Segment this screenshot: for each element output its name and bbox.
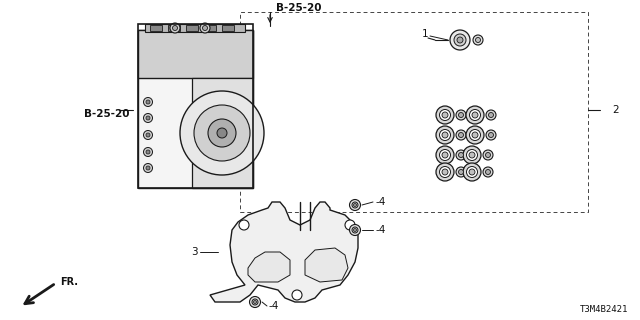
Circle shape bbox=[458, 113, 463, 117]
Polygon shape bbox=[305, 248, 348, 282]
Circle shape bbox=[146, 116, 150, 120]
Circle shape bbox=[486, 153, 490, 157]
Circle shape bbox=[440, 166, 451, 178]
Circle shape bbox=[352, 227, 358, 233]
Bar bbox=[192, 78, 253, 188]
Bar bbox=[168, 25, 180, 31]
Circle shape bbox=[469, 152, 475, 158]
Text: B-25-20: B-25-20 bbox=[276, 3, 322, 13]
Circle shape bbox=[483, 167, 493, 177]
Circle shape bbox=[458, 153, 463, 157]
Text: FR.: FR. bbox=[60, 277, 78, 287]
Circle shape bbox=[143, 131, 152, 140]
Polygon shape bbox=[248, 252, 290, 282]
Circle shape bbox=[143, 148, 152, 156]
Circle shape bbox=[454, 34, 466, 46]
Circle shape bbox=[469, 169, 475, 175]
Bar bbox=[138, 24, 253, 188]
Circle shape bbox=[440, 149, 451, 161]
Circle shape bbox=[146, 150, 150, 154]
Circle shape bbox=[194, 105, 250, 161]
Circle shape bbox=[442, 112, 448, 118]
Polygon shape bbox=[210, 202, 358, 302]
Circle shape bbox=[466, 126, 484, 144]
Circle shape bbox=[458, 170, 463, 174]
Circle shape bbox=[457, 37, 463, 43]
Circle shape bbox=[252, 299, 258, 305]
Circle shape bbox=[467, 166, 477, 178]
Circle shape bbox=[353, 204, 356, 206]
Circle shape bbox=[353, 228, 356, 231]
Circle shape bbox=[146, 133, 150, 137]
Circle shape bbox=[442, 132, 448, 138]
Circle shape bbox=[470, 130, 481, 140]
Bar bbox=[150, 25, 162, 31]
Text: 3: 3 bbox=[191, 247, 198, 257]
Text: 2: 2 bbox=[612, 105, 619, 115]
Bar bbox=[222, 25, 234, 31]
Circle shape bbox=[146, 100, 150, 104]
Text: B-25-20: B-25-20 bbox=[84, 109, 130, 119]
Circle shape bbox=[458, 132, 463, 138]
Circle shape bbox=[292, 290, 302, 300]
Circle shape bbox=[476, 37, 481, 43]
Circle shape bbox=[486, 110, 496, 120]
Bar bbox=[138, 30, 253, 188]
Circle shape bbox=[456, 150, 466, 160]
Text: 1: 1 bbox=[421, 29, 428, 39]
Circle shape bbox=[486, 170, 490, 174]
Bar bbox=[204, 25, 216, 31]
Bar bbox=[186, 25, 198, 31]
Circle shape bbox=[440, 109, 451, 121]
Circle shape bbox=[488, 132, 493, 138]
Circle shape bbox=[456, 110, 466, 120]
Circle shape bbox=[483, 150, 493, 160]
Bar bbox=[138, 30, 253, 78]
Circle shape bbox=[170, 23, 180, 33]
Circle shape bbox=[436, 146, 454, 164]
Text: -4: -4 bbox=[375, 225, 385, 235]
Circle shape bbox=[456, 130, 466, 140]
Circle shape bbox=[436, 106, 454, 124]
Circle shape bbox=[488, 113, 493, 117]
Circle shape bbox=[470, 109, 481, 121]
Circle shape bbox=[440, 130, 451, 140]
Circle shape bbox=[472, 132, 478, 138]
Circle shape bbox=[473, 35, 483, 45]
Circle shape bbox=[250, 297, 260, 308]
Circle shape bbox=[345, 220, 355, 230]
Circle shape bbox=[486, 130, 496, 140]
Text: -4: -4 bbox=[375, 197, 385, 207]
Circle shape bbox=[466, 106, 484, 124]
Circle shape bbox=[456, 167, 466, 177]
Circle shape bbox=[239, 220, 249, 230]
Circle shape bbox=[450, 30, 470, 50]
Circle shape bbox=[143, 98, 152, 107]
Circle shape bbox=[463, 146, 481, 164]
Circle shape bbox=[463, 163, 481, 181]
Circle shape bbox=[349, 199, 360, 211]
Circle shape bbox=[442, 169, 448, 175]
Circle shape bbox=[143, 164, 152, 172]
Bar bbox=[145, 24, 245, 32]
Circle shape bbox=[352, 202, 358, 208]
Circle shape bbox=[217, 128, 227, 138]
Circle shape bbox=[146, 166, 150, 170]
Circle shape bbox=[173, 26, 177, 30]
Circle shape bbox=[253, 300, 257, 303]
Circle shape bbox=[180, 91, 264, 175]
Circle shape bbox=[202, 26, 207, 30]
Circle shape bbox=[349, 225, 360, 236]
Circle shape bbox=[436, 126, 454, 144]
Circle shape bbox=[472, 112, 478, 118]
Circle shape bbox=[143, 114, 152, 123]
Circle shape bbox=[442, 152, 448, 158]
Circle shape bbox=[467, 149, 477, 161]
Text: -4: -4 bbox=[268, 301, 278, 311]
Circle shape bbox=[208, 119, 236, 147]
Circle shape bbox=[436, 163, 454, 181]
Text: T3M4B2421: T3M4B2421 bbox=[580, 305, 628, 314]
Circle shape bbox=[200, 23, 210, 33]
